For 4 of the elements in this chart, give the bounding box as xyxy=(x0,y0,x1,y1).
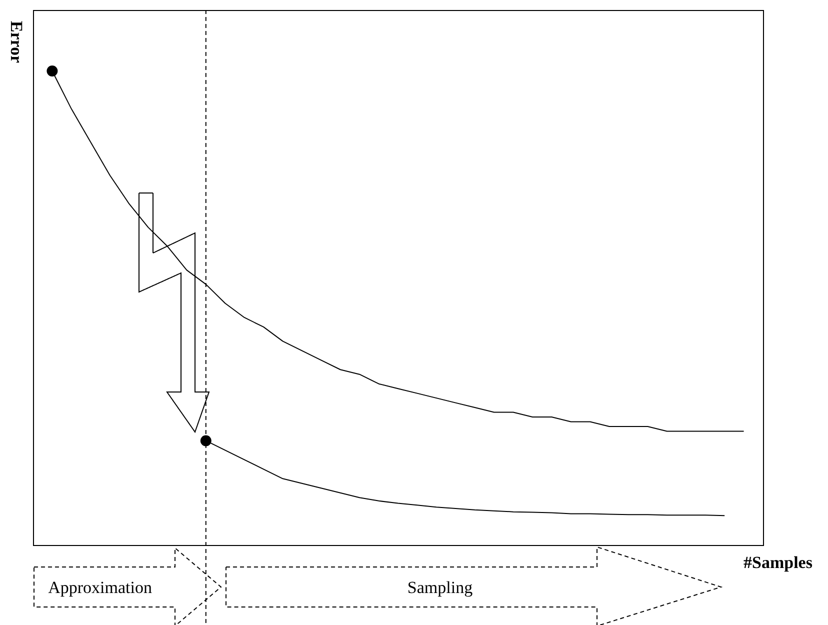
text: Sampling xyxy=(407,578,474,597)
x-axis-title: #Samples xyxy=(744,553,813,572)
y-axis-title: Error xyxy=(7,20,26,64)
text: Approximation xyxy=(48,578,152,597)
